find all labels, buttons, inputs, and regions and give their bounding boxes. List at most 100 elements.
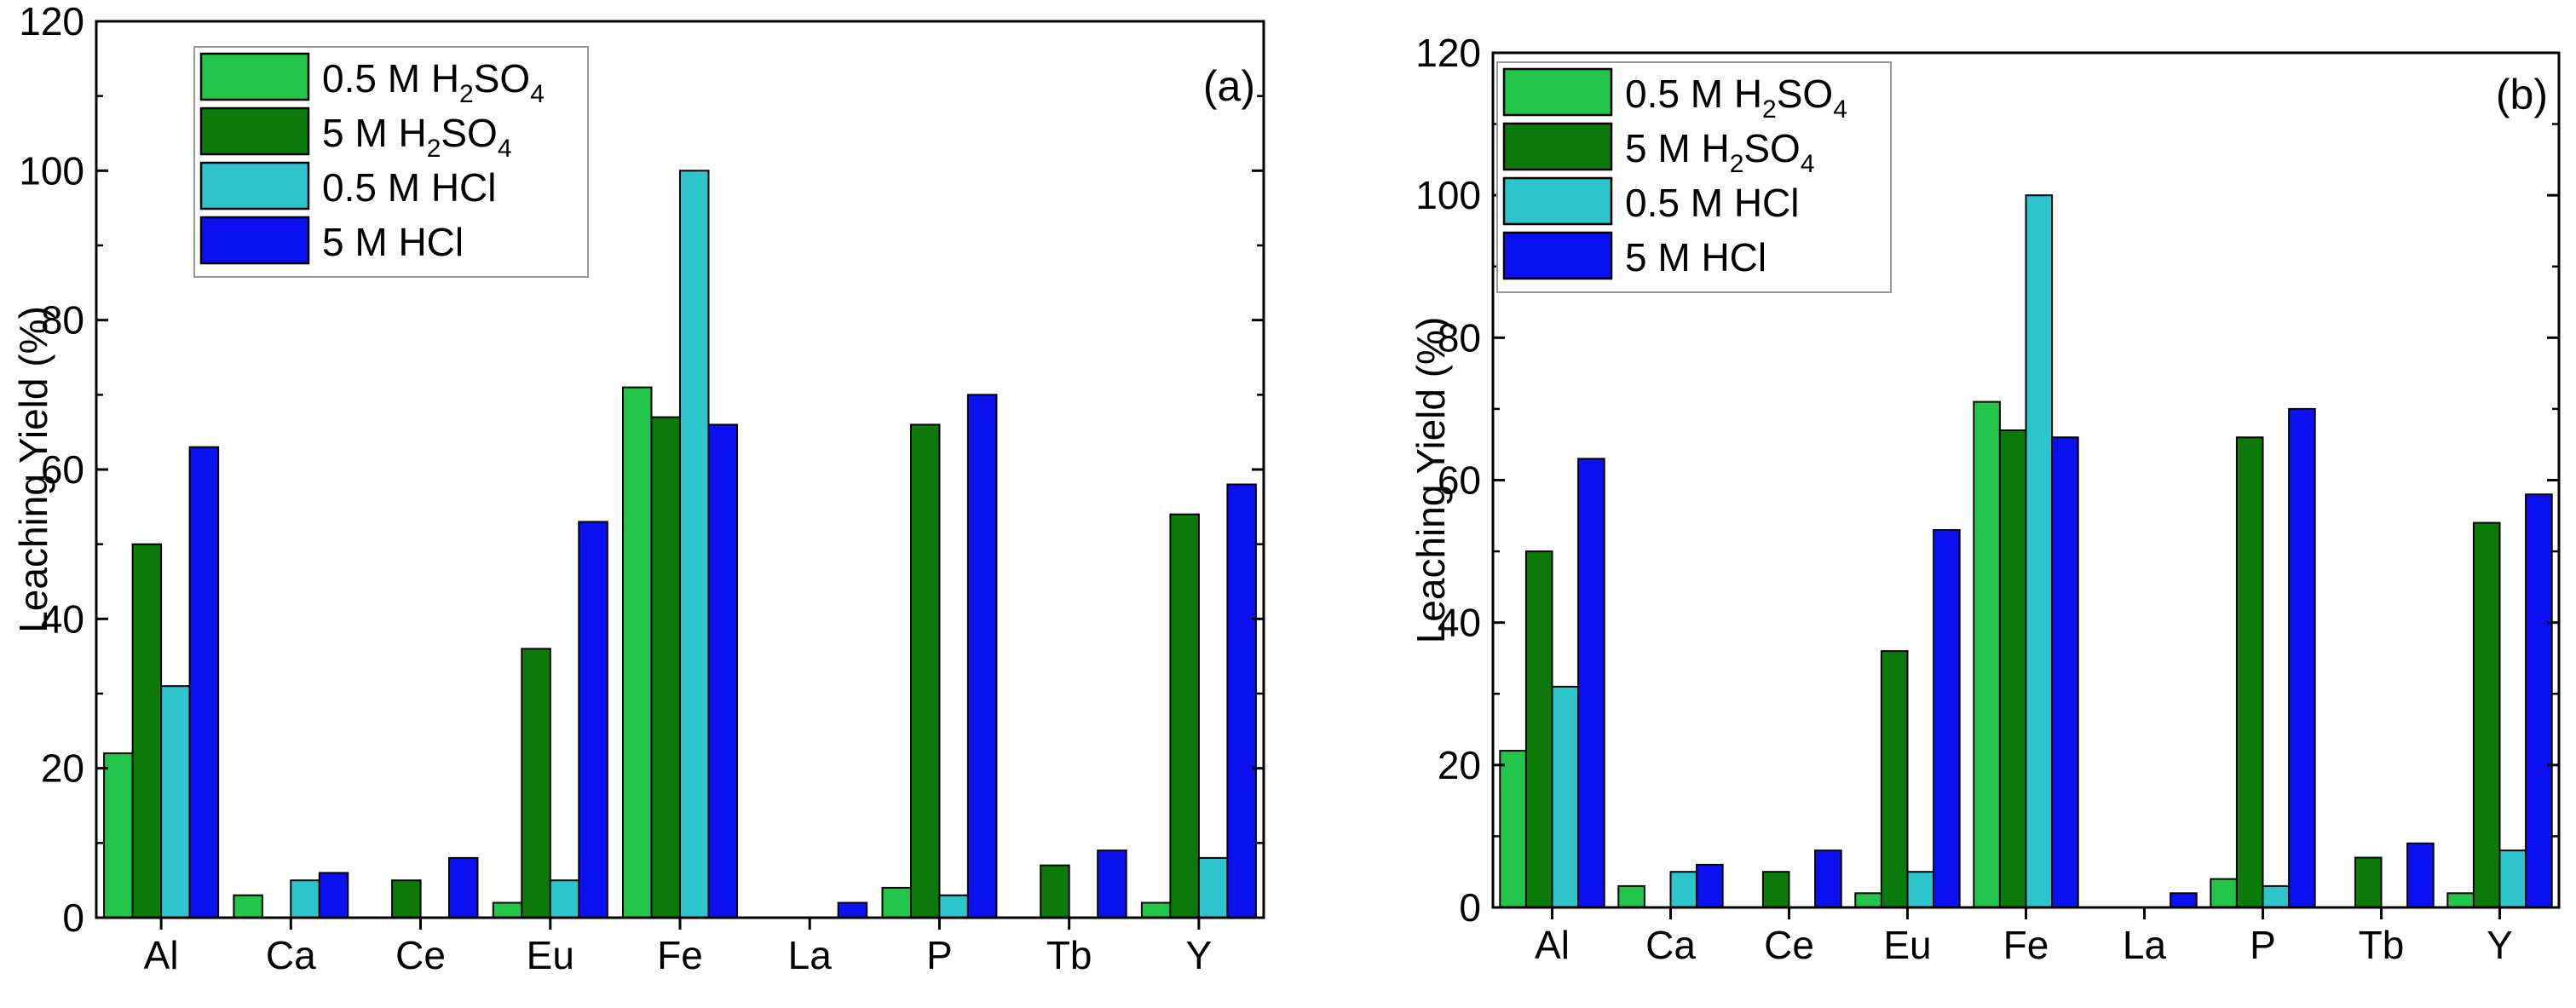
bar-la-series-4 bbox=[837, 901, 868, 919]
bar-al-series-1 bbox=[1499, 750, 1527, 908]
bar-al-series-1 bbox=[103, 752, 134, 919]
legend-label: 0.5 M HCl bbox=[1625, 181, 1799, 225]
x-tick-label-ce: Ce bbox=[395, 933, 446, 977]
legend-swatch bbox=[1502, 176, 1613, 226]
legend-label-base: 5 M H bbox=[1625, 126, 1730, 170]
legend-label-base: 0.5 M H bbox=[322, 56, 459, 101]
bar-p-series-3 bbox=[938, 894, 969, 919]
bar-y-series-4 bbox=[1226, 483, 1257, 919]
bar-la-series-4 bbox=[2170, 892, 2198, 909]
bar-tb-series-4 bbox=[2406, 842, 2435, 908]
bar-tb-series-2 bbox=[1040, 864, 1070, 919]
x-tick-label-ce: Ce bbox=[1764, 923, 1814, 967]
legend-swatch bbox=[199, 107, 310, 156]
x-tick-label-al: Al bbox=[144, 933, 179, 977]
legend-swatch bbox=[199, 52, 310, 101]
x-tick-label-eu: Eu bbox=[527, 933, 574, 977]
bar-fe-series-4 bbox=[707, 423, 738, 919]
legend-swatch bbox=[1502, 67, 1613, 117]
x-tick-label-tb: Tb bbox=[1046, 933, 1092, 977]
bar-ce-series-2 bbox=[1761, 871, 1790, 909]
panel-label: (a) bbox=[1203, 62, 1255, 110]
y-tick-label: 20 bbox=[41, 746, 84, 791]
bar-fe-series-1 bbox=[1973, 400, 2001, 909]
y-tick-label: 120 bbox=[19, 0, 84, 43]
legend-label: 5 M H2SO4 bbox=[1625, 126, 1815, 178]
legend-label-base: 0.5 M H bbox=[1625, 72, 1762, 116]
legend-swatch bbox=[1502, 122, 1613, 171]
bar-p-series-4 bbox=[2288, 407, 2316, 908]
legend-label-text: 5 M HCl bbox=[1625, 235, 1766, 279]
bar-ca-series-1 bbox=[1617, 884, 1645, 909]
x-tick-label-p: P bbox=[2250, 923, 2276, 967]
bar-fe-series-2 bbox=[1998, 429, 2027, 908]
bar-eu-series-3 bbox=[549, 879, 580, 919]
bar-al-series-3 bbox=[1551, 685, 1580, 909]
legend-swatch bbox=[1502, 231, 1613, 280]
bar-p-series-2 bbox=[910, 423, 941, 919]
bar-tb-series-4 bbox=[1097, 850, 1127, 919]
y-tick-label: 40 bbox=[1438, 601, 1481, 645]
legend-label-sub: 2 bbox=[1730, 150, 1744, 178]
x-tick-label-la: La bbox=[2123, 923, 2167, 967]
legend-label-text: 5 M HCl bbox=[322, 220, 464, 264]
bar-ca-series-4 bbox=[1696, 863, 1724, 909]
legend-label-sub: 2 bbox=[459, 80, 474, 108]
legend-label-mid: SO bbox=[1743, 126, 1800, 170]
y-tick-label: 20 bbox=[1438, 743, 1481, 787]
y-tick-label: 60 bbox=[41, 447, 84, 492]
bar-y-series-3 bbox=[1197, 856, 1229, 919]
legend-label-text: 0.5 M HCl bbox=[1625, 181, 1799, 225]
legend-label-sub: 4 bbox=[1801, 150, 1815, 178]
x-tick-label-tb: Tb bbox=[2359, 923, 2405, 967]
bar-fe-series-3 bbox=[2025, 194, 2054, 908]
bar-eu-series-4 bbox=[1933, 529, 1961, 908]
bars bbox=[1499, 194, 2553, 909]
bar-y-series-1 bbox=[2446, 892, 2475, 909]
x-tick-label-fe: Fe bbox=[2003, 923, 2049, 967]
x-tick-label-ca: Ca bbox=[1645, 923, 1696, 967]
panel-a-chart: 0 20 40 60 80 100 120 Al Ca Ce Eu Fe La P Tb Y Leaching … bbox=[11, 0, 1265, 977]
bar-eu-series-1 bbox=[1854, 892, 1882, 909]
x-tick-label-y: Y bbox=[1186, 933, 1213, 977]
legend-label-mid: SO bbox=[441, 111, 497, 155]
legend-swatch bbox=[199, 216, 310, 265]
y-axis-label: Leaching Yield (%) bbox=[11, 306, 55, 633]
bars bbox=[103, 170, 1257, 919]
bar-eu-series-1 bbox=[492, 901, 523, 919]
bar-eu-series-4 bbox=[578, 521, 608, 919]
bar-p-series-1 bbox=[2210, 878, 2238, 908]
legend-label: 0.5 M H2SO4 bbox=[322, 56, 545, 108]
legend-label-mid: SO bbox=[1777, 72, 1833, 116]
y-tick-label: 80 bbox=[41, 298, 84, 343]
y-tick-label: 60 bbox=[1438, 458, 1481, 503]
legend-label-sub: 4 bbox=[530, 80, 545, 108]
bar-ca-series-4 bbox=[318, 872, 349, 919]
y-tick-label: 40 bbox=[41, 596, 84, 641]
x-tick-label-fe: Fe bbox=[657, 933, 703, 977]
legend-label: 5 M H2SO4 bbox=[322, 111, 512, 163]
bar-y-series-2 bbox=[1169, 513, 1200, 919]
x-tick-label-y: Y bbox=[2487, 923, 2513, 967]
legend-label-sub: 4 bbox=[498, 135, 512, 163]
bar-fe-series-2 bbox=[650, 416, 681, 919]
bar-p-series-3 bbox=[2262, 884, 2291, 909]
bar-y-series-1 bbox=[1140, 901, 1172, 919]
bar-al-series-2 bbox=[131, 543, 163, 919]
panel-label: (b) bbox=[2496, 71, 2548, 118]
bar-fe-series-3 bbox=[679, 170, 710, 919]
legend-label-mid: SO bbox=[474, 56, 530, 101]
bar-p-series-1 bbox=[881, 886, 912, 919]
legend-label-sub: 2 bbox=[427, 135, 441, 163]
y-tick-label: 0 bbox=[62, 896, 84, 940]
bar-eu-series-2 bbox=[1880, 650, 1909, 908]
x-tick-label-ca: Ca bbox=[266, 933, 316, 977]
bar-eu-series-3 bbox=[1906, 871, 1935, 909]
bar-al-series-2 bbox=[1524, 550, 1553, 908]
bar-ce-series-4 bbox=[1814, 850, 1842, 908]
bar-p-series-4 bbox=[966, 394, 998, 919]
legend-swatch bbox=[199, 161, 310, 210]
